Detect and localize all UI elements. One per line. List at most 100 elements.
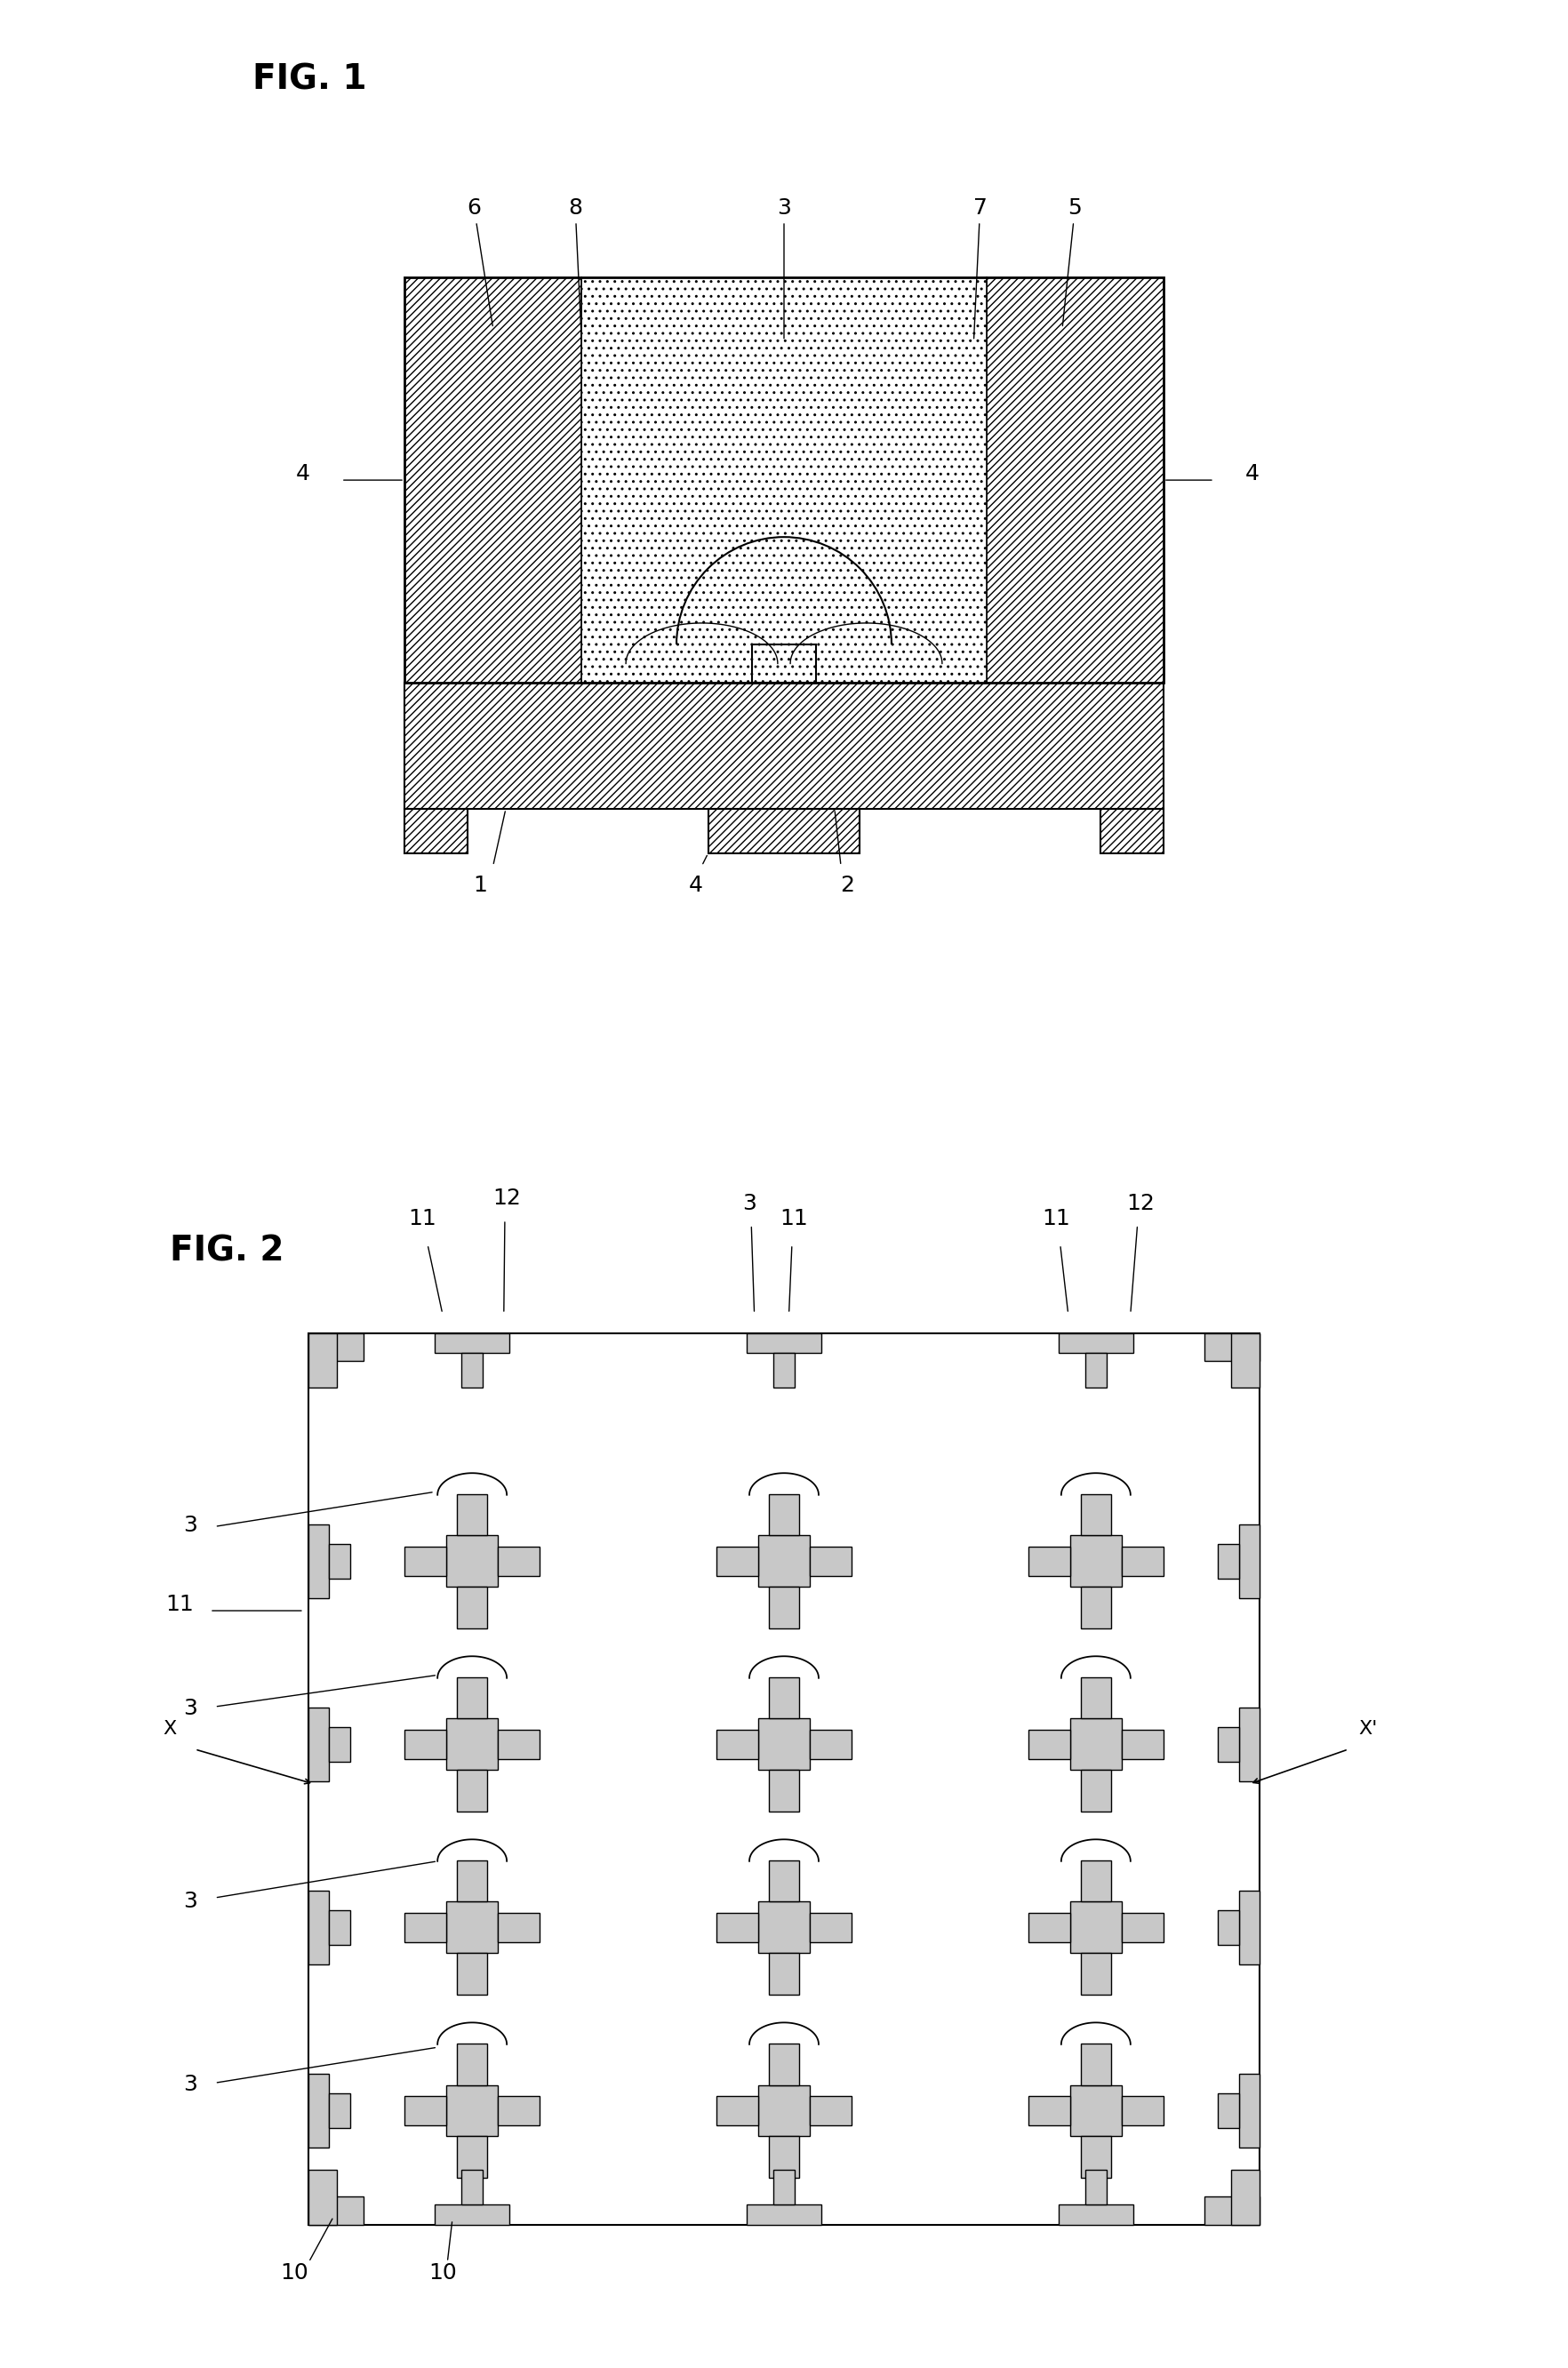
Bar <box>309 2169 337 2224</box>
Bar <box>809 2096 851 2126</box>
Bar <box>405 810 467 852</box>
Text: 3: 3 <box>778 197 790 339</box>
Bar <box>447 1719 499 1771</box>
Text: 3: 3 <box>183 1516 198 1537</box>
Bar <box>1121 1913 1163 1942</box>
Bar <box>461 1352 483 1388</box>
Bar <box>309 1333 1259 2224</box>
Bar <box>809 1913 851 1942</box>
Text: 10: 10 <box>428 2261 456 2283</box>
Bar <box>447 2084 499 2136</box>
Bar <box>1239 1890 1259 1965</box>
Bar <box>1085 1352 1107 1388</box>
Bar <box>309 1707 329 1781</box>
Bar <box>405 1729 447 1759</box>
Bar <box>1029 1913 1069 1942</box>
Bar <box>1058 2205 1134 2224</box>
Bar <box>770 2044 798 2084</box>
Bar <box>458 1677 488 1719</box>
Bar <box>309 1333 364 1362</box>
Bar <box>770 1587 798 1629</box>
Bar <box>499 1913 539 1942</box>
Bar <box>329 2093 350 2129</box>
Bar <box>447 1902 499 1954</box>
Bar <box>1218 1911 1239 1944</box>
Bar <box>1029 2096 1069 2126</box>
Bar <box>753 644 815 682</box>
Bar <box>1218 1544 1239 1579</box>
Bar <box>309 2198 364 2224</box>
Text: 3: 3 <box>183 2074 198 2096</box>
Bar <box>582 277 986 682</box>
Text: 4: 4 <box>688 874 702 895</box>
Text: 12: 12 <box>492 1189 521 1210</box>
Bar <box>329 1911 350 1944</box>
Bar <box>1121 2096 1163 2126</box>
Text: 10: 10 <box>279 2261 307 2283</box>
Bar <box>458 1954 488 1994</box>
Bar <box>1085 2169 1107 2205</box>
Bar <box>809 1729 851 1759</box>
Bar <box>770 1677 798 1719</box>
Bar <box>405 1546 447 1577</box>
Bar <box>1080 1677 1110 1719</box>
Bar <box>458 2136 488 2179</box>
Bar <box>1239 1707 1259 1781</box>
Bar <box>458 1494 488 1534</box>
Text: 11: 11 <box>409 1208 437 1229</box>
Bar <box>746 2205 822 2224</box>
Text: X': X' <box>1358 1719 1378 1738</box>
Bar <box>405 2096 447 2126</box>
Bar <box>458 1861 488 1902</box>
Bar <box>1069 1719 1121 1771</box>
Bar <box>1218 2093 1239 2129</box>
Bar <box>1204 2198 1259 2224</box>
Bar <box>1058 1333 1134 1352</box>
Text: 3: 3 <box>742 1193 756 1215</box>
Bar <box>1080 1587 1110 1629</box>
Bar <box>770 2136 798 2179</box>
Bar <box>759 1719 809 1771</box>
Bar <box>434 1333 510 1352</box>
Bar <box>499 1546 539 1577</box>
Bar <box>1080 1954 1110 1994</box>
Bar <box>1069 1534 1121 1587</box>
Bar <box>717 1913 759 1942</box>
Bar <box>329 1544 350 1579</box>
Bar <box>770 1954 798 1994</box>
Bar <box>1101 810 1163 852</box>
Bar <box>1239 1525 1259 1598</box>
Text: 7: 7 <box>974 197 988 339</box>
Bar <box>746 1333 822 1352</box>
Bar <box>1239 2074 1259 2148</box>
Bar <box>1080 2136 1110 2179</box>
Text: 6: 6 <box>467 197 492 327</box>
Bar <box>499 2096 539 2126</box>
Bar <box>1204 1333 1259 1362</box>
Text: 1: 1 <box>474 874 488 895</box>
Bar <box>434 2205 510 2224</box>
Bar <box>1069 2084 1121 2136</box>
Text: FIG. 2: FIG. 2 <box>171 1234 284 1269</box>
Bar <box>773 2169 795 2205</box>
Text: X: X <box>163 1719 177 1738</box>
Bar <box>1029 1729 1069 1759</box>
Bar <box>405 277 582 682</box>
Text: 3: 3 <box>183 1698 198 1719</box>
Bar <box>709 810 859 852</box>
Bar <box>405 1913 447 1942</box>
Bar <box>770 1861 798 1902</box>
Bar <box>309 1333 337 1388</box>
Bar <box>309 1890 329 1965</box>
Bar <box>461 2169 483 2205</box>
Text: 11: 11 <box>1043 1208 1071 1229</box>
Bar <box>770 1771 798 1812</box>
Bar <box>458 1587 488 1629</box>
Bar <box>405 682 1163 810</box>
Bar <box>1080 1771 1110 1812</box>
Bar <box>329 1726 350 1762</box>
Bar <box>717 1546 759 1577</box>
Bar <box>1080 2044 1110 2084</box>
Bar <box>809 1546 851 1577</box>
Bar <box>986 277 1163 682</box>
